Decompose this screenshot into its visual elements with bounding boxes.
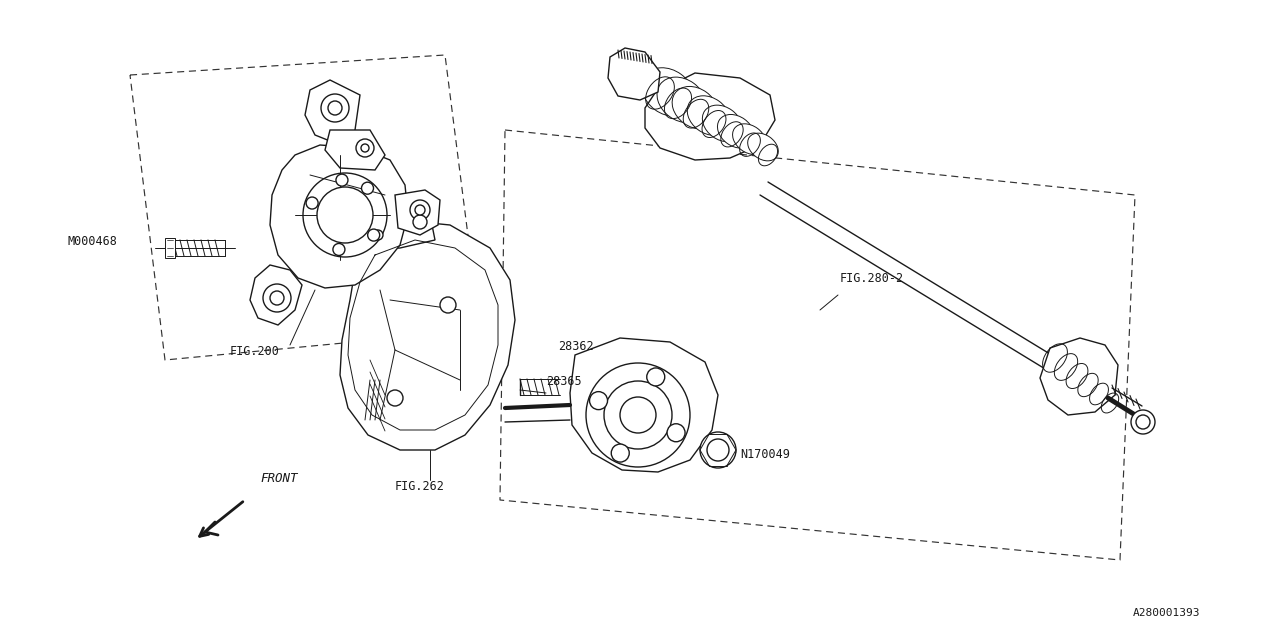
Circle shape	[270, 291, 284, 305]
Circle shape	[646, 368, 664, 386]
Circle shape	[372, 230, 383, 240]
Polygon shape	[305, 80, 360, 145]
Circle shape	[700, 432, 736, 468]
Circle shape	[707, 439, 730, 461]
Bar	[165, 238, 175, 258]
Circle shape	[415, 205, 425, 215]
Polygon shape	[360, 215, 435, 250]
Polygon shape	[250, 265, 302, 325]
Ellipse shape	[718, 115, 754, 148]
Ellipse shape	[748, 133, 778, 161]
Circle shape	[604, 381, 672, 449]
Text: M000468: M000468	[68, 235, 118, 248]
Circle shape	[333, 243, 344, 255]
Circle shape	[328, 101, 342, 115]
Polygon shape	[645, 73, 774, 160]
Polygon shape	[570, 338, 718, 472]
Text: 28362: 28362	[558, 340, 594, 353]
Circle shape	[667, 424, 685, 442]
Circle shape	[590, 392, 608, 410]
Text: FRONT: FRONT	[260, 472, 297, 485]
Circle shape	[262, 284, 291, 312]
Text: 28365: 28365	[547, 375, 581, 388]
Circle shape	[356, 139, 374, 157]
Polygon shape	[340, 220, 515, 450]
Circle shape	[367, 229, 380, 241]
Polygon shape	[270, 145, 408, 288]
Circle shape	[415, 215, 425, 225]
Ellipse shape	[703, 105, 742, 141]
Ellipse shape	[657, 77, 707, 123]
Circle shape	[1132, 410, 1155, 434]
Circle shape	[387, 390, 403, 406]
Ellipse shape	[672, 86, 718, 129]
Ellipse shape	[687, 96, 730, 135]
Circle shape	[361, 182, 374, 194]
Circle shape	[586, 363, 690, 467]
Text: FIG.262: FIG.262	[396, 480, 445, 493]
Circle shape	[410, 200, 430, 220]
Circle shape	[317, 187, 372, 243]
Text: FIG.200: FIG.200	[230, 345, 280, 358]
Circle shape	[361, 144, 369, 152]
Polygon shape	[325, 130, 385, 170]
Text: N170049: N170049	[740, 448, 790, 461]
Circle shape	[413, 215, 428, 229]
Circle shape	[612, 444, 630, 462]
Circle shape	[321, 94, 349, 122]
Circle shape	[440, 297, 456, 313]
Polygon shape	[396, 190, 440, 235]
Ellipse shape	[732, 124, 767, 154]
Circle shape	[303, 173, 387, 257]
Polygon shape	[1039, 338, 1117, 415]
Text: FIG.280-2: FIG.280-2	[840, 272, 904, 285]
Text: A280001393: A280001393	[1133, 608, 1201, 618]
Circle shape	[1137, 415, 1149, 429]
Circle shape	[306, 197, 319, 209]
Circle shape	[335, 174, 348, 186]
Polygon shape	[608, 48, 660, 100]
Circle shape	[620, 397, 657, 433]
